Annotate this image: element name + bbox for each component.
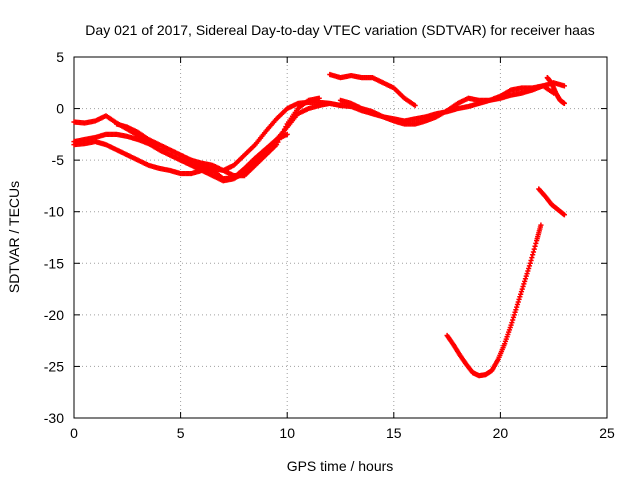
data-point — [528, 257, 534, 264]
data-point — [526, 265, 532, 272]
data-point — [511, 312, 517, 318]
y-tick-label: 5 — [56, 49, 64, 65]
data-point — [561, 212, 567, 218]
grid — [74, 57, 607, 418]
data-point — [510, 317, 516, 323]
data-point — [531, 246, 537, 252]
data-point — [524, 271, 530, 277]
data-point — [538, 222, 544, 228]
data-point — [522, 278, 528, 284]
data-point — [521, 281, 527, 287]
data-point — [532, 243, 538, 249]
y-axis-label: SDTVAR / TECUs — [6, 181, 22, 293]
data-point — [514, 304, 520, 310]
x-tick-label: 15 — [386, 425, 402, 441]
y-tick-label: 0 — [56, 101, 64, 117]
data-point — [512, 309, 518, 315]
data-point — [518, 291, 524, 297]
data-point — [527, 260, 533, 266]
x-tick-label: 20 — [493, 425, 509, 441]
data-point — [525, 268, 531, 274]
y-tick-label: -15 — [44, 255, 64, 271]
data-point — [517, 294, 523, 300]
x-tick-label: 10 — [279, 425, 295, 441]
data-point — [412, 102, 418, 109]
data-point — [518, 289, 525, 295]
data-point — [523, 273, 529, 279]
x-tick-label: 0 — [70, 425, 78, 441]
data-point — [509, 319, 515, 326]
series-track-5 — [337, 83, 557, 127]
x-axis-label: GPS time / hours — [287, 458, 394, 474]
data-point — [514, 301, 521, 308]
series-track-8 — [536, 186, 567, 218]
data-point — [508, 322, 514, 328]
data-point — [510, 314, 517, 321]
data-point — [522, 276, 529, 282]
data-point — [513, 307, 519, 313]
data-point — [516, 296, 522, 302]
y-tick-label: -30 — [44, 410, 64, 426]
series-track-7 — [544, 75, 567, 107]
chart-title: Day 021 of 2017, Sidereal Day-to-day VTE… — [85, 22, 594, 38]
y-tick-label: -10 — [44, 204, 64, 220]
y-tick-label: -25 — [44, 358, 64, 374]
plot-frame — [73, 56, 608, 419]
series-track-9 — [444, 222, 544, 379]
data-point — [530, 252, 536, 258]
data-series — [71, 71, 567, 379]
series-track-6 — [327, 71, 418, 109]
data-point — [515, 299, 521, 305]
data-point — [519, 286, 525, 292]
x-tick-label: 25 — [599, 425, 615, 441]
data-point — [284, 131, 290, 137]
data-point — [561, 83, 567, 89]
y-tick-label: -5 — [52, 152, 65, 168]
y-tick-label: -20 — [44, 307, 64, 323]
data-point — [520, 283, 526, 290]
data-point — [561, 100, 567, 107]
data-point — [530, 249, 537, 255]
data-point — [533, 240, 539, 247]
data-point — [526, 263, 533, 269]
x-tick-label: 5 — [177, 425, 185, 441]
axis-ticks: 0 5 10 15 20 25 -30 -25 -20 -15 -10 -5 0 5 — [44, 49, 615, 441]
data-point — [529, 255, 535, 261]
